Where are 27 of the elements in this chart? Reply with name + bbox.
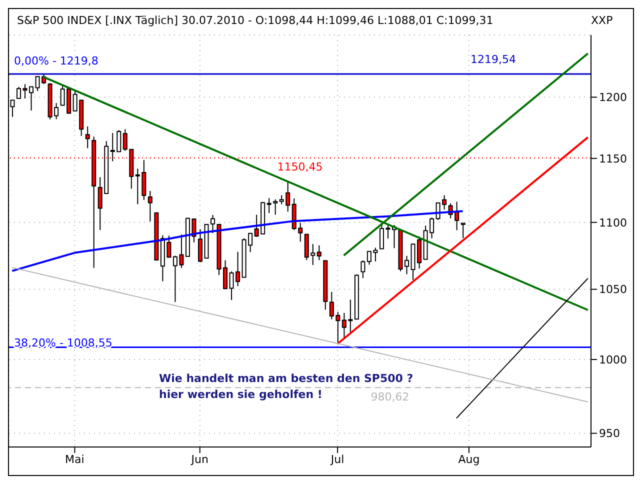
annotation: 38,20% - 1008,55 <box>14 336 112 350</box>
x-tick-label: Mai <box>65 452 84 466</box>
candlestick <box>148 190 152 222</box>
ref-line-label: 980,62 <box>370 390 410 404</box>
x-tick-label: Jun <box>190 452 208 466</box>
candlestick <box>316 244 322 261</box>
x-tick-label: Jul <box>330 452 344 466</box>
ref-line-label: 1150,45 <box>277 160 323 174</box>
candlestick <box>16 86 22 99</box>
y-tick-label: 1200 <box>599 91 627 104</box>
annotation: 0,00% - 1219,8 <box>14 54 98 68</box>
y-tick-label: 1150 <box>599 152 627 166</box>
y-tick-label: 1100 <box>599 216 627 230</box>
y-tick-label: 1000 <box>599 353 627 366</box>
candlestick <box>85 126 90 149</box>
line-series <box>11 210 464 272</box>
y-tick-label: 950 <box>599 427 620 440</box>
candlestick <box>460 222 466 239</box>
candlestick <box>360 260 366 279</box>
candlestick <box>198 228 202 263</box>
annotation: Wie handelt man am besten den SP500 ? <box>159 371 414 387</box>
y-tick-label: 1050 <box>599 283 627 296</box>
annotation: hier werden sie geholfen ! <box>159 388 322 401</box>
chart-title: S&P 500 INDEX [.INX Täglich] 30.07.2010 - O:1098,44 H:1099,46 L:1088,01 C:1099,31 <box>17 14 494 27</box>
ref-line-label: 1219,54 <box>470 52 516 66</box>
x-tick-label: Aug <box>458 452 480 466</box>
text: XXP <box>591 14 613 27</box>
